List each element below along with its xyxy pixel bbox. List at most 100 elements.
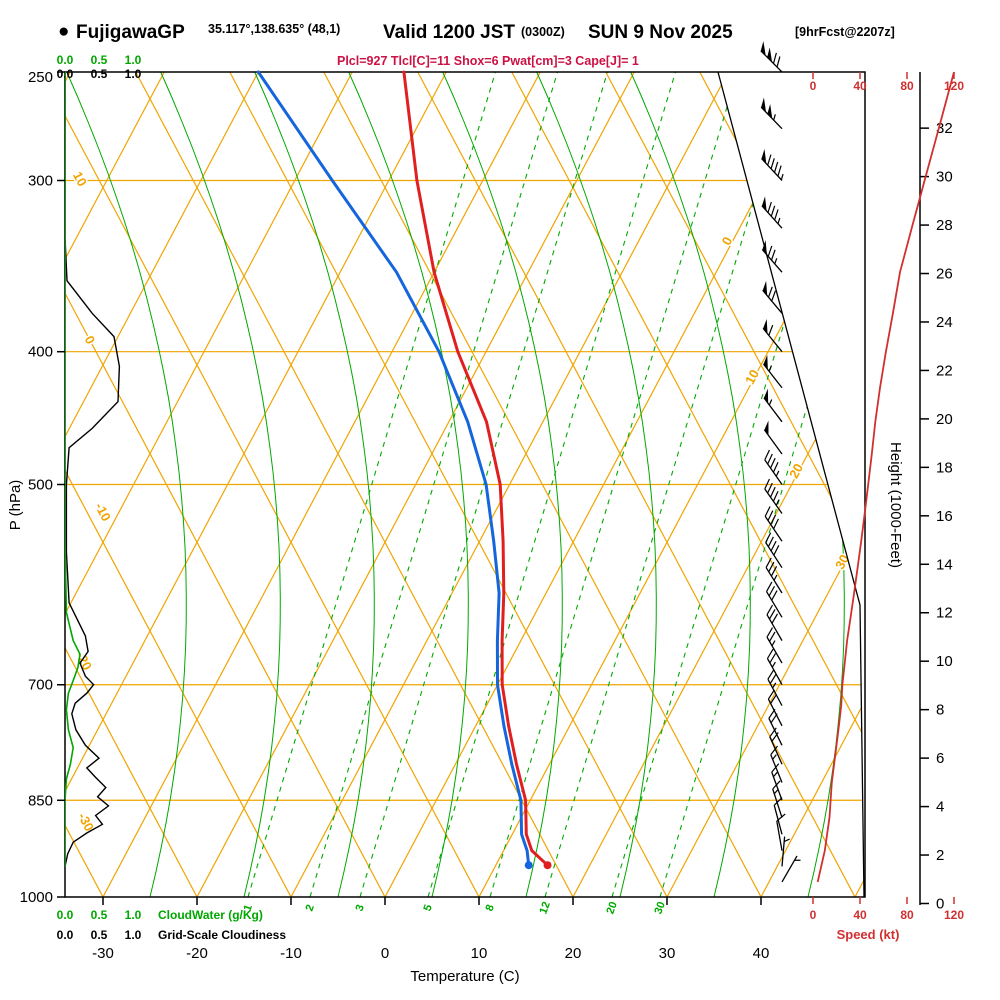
temperature-tick-label: -10 bbox=[280, 945, 302, 962]
height-tick-label: 20 bbox=[936, 411, 953, 428]
cloudiness-scale-top: 1.0 bbox=[125, 67, 142, 81]
barb-pennant bbox=[761, 196, 767, 212]
barb-full bbox=[766, 581, 773, 592]
barb-full bbox=[767, 245, 773, 257]
dry-adiabat-label: 10 bbox=[70, 169, 90, 189]
barb-full bbox=[768, 561, 775, 573]
height-tick-label: 2 bbox=[936, 847, 944, 864]
barb-full bbox=[774, 209, 779, 221]
barb-pennant bbox=[761, 97, 767, 113]
barb-staff bbox=[762, 327, 783, 353]
barb-full bbox=[767, 669, 775, 680]
barb-half bbox=[772, 754, 777, 760]
cloudiness-scale-bottom: 1.0 bbox=[125, 928, 142, 942]
pressure-tick-label: 500 bbox=[28, 477, 53, 494]
cloud-water-scale-top: 1.0 bbox=[125, 53, 142, 67]
mixing-ratio-label: 8 bbox=[483, 903, 496, 913]
barb-full bbox=[764, 506, 771, 517]
barb-half bbox=[771, 640, 776, 647]
station-bullet-icon: ● bbox=[58, 21, 69, 42]
wind-barb bbox=[767, 689, 783, 727]
grid-scale-cloudiness-curve bbox=[65, 72, 121, 867]
barb-full bbox=[770, 540, 777, 552]
height-tick-label: 26 bbox=[936, 266, 953, 283]
barb-half bbox=[772, 682, 777, 689]
speed-tick-label-bottom: 40 bbox=[853, 908, 867, 922]
barb-half bbox=[772, 771, 778, 778]
mixing-ratio-line bbox=[611, 72, 861, 897]
wind-barb bbox=[767, 669, 783, 706]
barb-full bbox=[777, 165, 782, 177]
cloud-water-scale-bottom: 0.5 bbox=[91, 908, 108, 922]
speed-tick-label-bottom: 0 bbox=[810, 908, 817, 922]
speed-tick-label-top: 0 bbox=[810, 79, 817, 93]
pressure-tick-label: 1000 bbox=[20, 889, 53, 906]
wind-barb bbox=[769, 727, 783, 765]
stability-params-line: Plcl=927 Tlcl[C]=11 Shox=6 Pwat[cm]=3 Ca… bbox=[337, 54, 639, 68]
barb-full bbox=[770, 158, 775, 169]
barb-full bbox=[776, 56, 781, 68]
wind-speed-curve bbox=[816, 71, 955, 883]
barb-pennant bbox=[762, 240, 767, 255]
barb-full bbox=[767, 536, 774, 547]
barb-full bbox=[771, 613, 779, 624]
barb-full bbox=[772, 461, 779, 473]
valid-zulu: (0300Z) bbox=[521, 25, 565, 39]
barb-half bbox=[773, 574, 778, 581]
barb-staff bbox=[763, 363, 783, 389]
barb-pennant bbox=[767, 104, 773, 119]
height-tick-label: 12 bbox=[936, 605, 953, 622]
barb-full bbox=[767, 154, 772, 166]
dry-adiabat-label: -10 bbox=[92, 500, 114, 524]
barb-full bbox=[769, 486, 776, 498]
wind-barb-column bbox=[760, 41, 801, 883]
wind-barb bbox=[761, 240, 783, 273]
mixing-ratio-label: 30 bbox=[652, 900, 667, 916]
temperature-tick-label: 20 bbox=[565, 945, 582, 962]
speed-tick-label-top: 120 bbox=[944, 79, 964, 93]
wind-barb bbox=[773, 797, 783, 835]
mixing-ratio-line bbox=[247, 72, 497, 897]
barb-full bbox=[766, 648, 774, 659]
barb-half bbox=[774, 258, 778, 265]
cloud-water-scale-top: 0.5 bbox=[91, 53, 108, 67]
barb-half bbox=[775, 499, 780, 506]
barb-full bbox=[772, 52, 777, 64]
barb-full bbox=[770, 745, 779, 756]
height-tick-label: 22 bbox=[936, 362, 953, 379]
wind-barb bbox=[763, 388, 783, 423]
height-tick-label: 18 bbox=[936, 459, 953, 476]
mixing-ratio-label: 2 bbox=[303, 903, 316, 913]
mixing-ratio-line bbox=[659, 72, 864, 897]
temperature-tick-label: 30 bbox=[659, 945, 676, 962]
temperature-axis-title: Temperature (C) bbox=[410, 968, 519, 985]
height-tick-label: 4 bbox=[936, 799, 944, 816]
moist-adiabat-line bbox=[160, 72, 281, 897]
barb-full bbox=[767, 689, 775, 700]
barb-pennant bbox=[763, 354, 768, 370]
wind-barb bbox=[763, 354, 783, 389]
barb-full bbox=[773, 161, 779, 173]
height-tick-label: 14 bbox=[936, 556, 953, 573]
moist-adiabat-line bbox=[66, 72, 187, 897]
wind-barb bbox=[763, 420, 783, 455]
height-tick-label: 28 bbox=[936, 217, 953, 234]
barb-full bbox=[770, 205, 776, 217]
wind-barb bbox=[766, 627, 783, 664]
pressure-tick-label: 250 bbox=[28, 69, 53, 86]
barb-full bbox=[771, 732, 779, 742]
cloudiness-scale-bottom: 0.5 bbox=[91, 928, 108, 942]
wind-barb bbox=[764, 449, 783, 485]
barb-half bbox=[771, 661, 776, 668]
barb-full bbox=[767, 482, 773, 494]
cloudiness-scale-bottom: 0.0 bbox=[57, 928, 74, 942]
barb-full bbox=[768, 609, 776, 620]
temperature-tick-label: 40 bbox=[753, 945, 770, 962]
barb-full bbox=[769, 727, 777, 738]
barb-full bbox=[768, 585, 775, 597]
pressure-tick-label: 850 bbox=[28, 792, 53, 809]
barb-half bbox=[768, 399, 773, 406]
barb-full bbox=[769, 653, 777, 664]
moist-adiabat-line bbox=[630, 72, 751, 897]
